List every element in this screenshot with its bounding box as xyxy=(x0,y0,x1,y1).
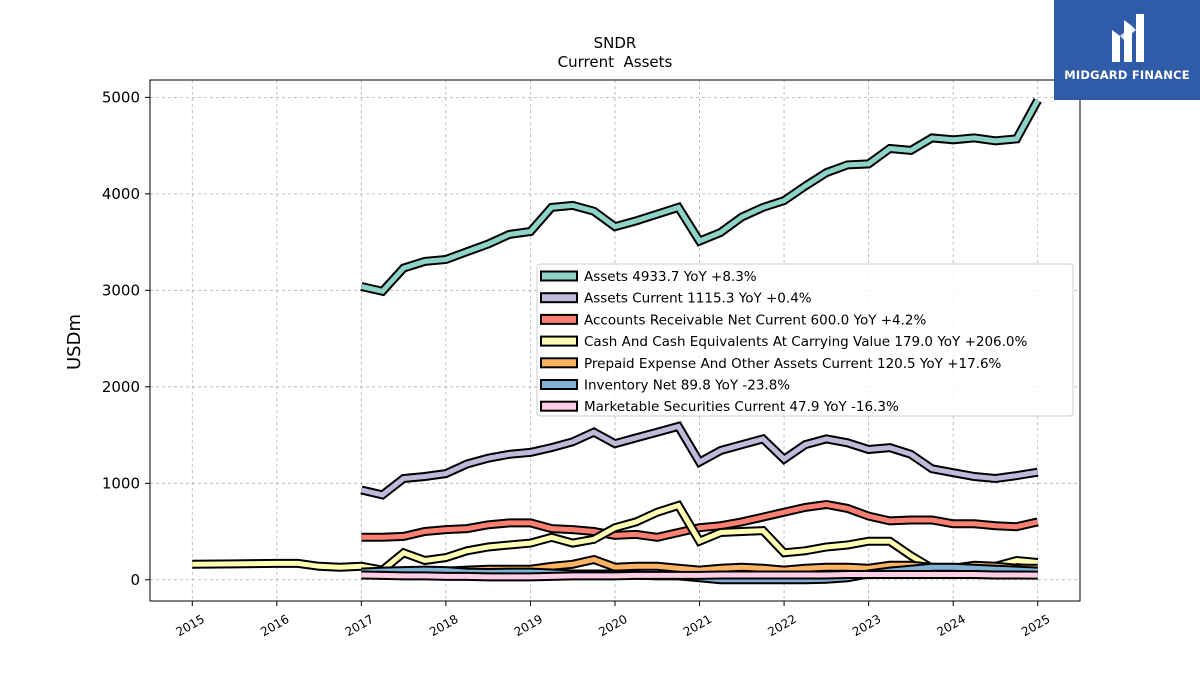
series-line xyxy=(361,501,1039,540)
brand-logo: MIDGARD FINANCE xyxy=(1054,0,1200,100)
series-accounts-receivable-net-current xyxy=(361,499,1039,542)
x-tick-label: 2017 xyxy=(343,612,376,639)
legend-swatch xyxy=(540,379,578,390)
series-lines xyxy=(192,98,1042,585)
legend-entry: Cash And Cash Equivalents At Carrying Va… xyxy=(540,334,1028,350)
x-tick-label: 2025 xyxy=(1019,612,1052,639)
series-line xyxy=(360,423,1039,498)
series-line xyxy=(360,99,1040,295)
x-tick-label: 2021 xyxy=(681,612,714,639)
chart-title: SNDR xyxy=(594,34,637,52)
x-tick-label: 2024 xyxy=(934,612,967,639)
series-assets xyxy=(360,98,1042,297)
y-tick-label: 5000 xyxy=(102,88,140,106)
x-tick-label: 2016 xyxy=(258,612,291,639)
y-tick-label: 0 xyxy=(130,571,140,589)
legend-entry: Assets Current 1115.3 YoY +0.4% xyxy=(540,291,812,307)
x-tick-label: 2018 xyxy=(427,612,460,639)
chart-subtitle: Current Assets xyxy=(558,53,673,71)
legend-box xyxy=(536,263,1074,417)
x-tick-label: 2015 xyxy=(174,612,207,639)
legend-label: Prepaid Expense And Other Assets Current… xyxy=(584,356,1002,372)
legend-label: Assets 4933.7 YoY +8.3% xyxy=(584,269,757,285)
legend-swatch xyxy=(540,335,578,347)
brand-name: MIDGARD FINANCE xyxy=(1064,68,1190,82)
legend-entry: Prepaid Expense And Other Assets Current… xyxy=(540,356,1002,372)
legend-swatch xyxy=(540,270,578,282)
series-assets-current xyxy=(360,421,1039,500)
legend-label: Inventory Net 89.8 YoY -23.8% xyxy=(584,378,790,394)
y-tick-label: 4000 xyxy=(102,185,140,203)
mf-monogram-icon xyxy=(1112,14,1144,62)
y-tick-label: 3000 xyxy=(102,281,140,299)
series-line xyxy=(361,572,1038,580)
x-tick-label: 2019 xyxy=(512,612,545,639)
legend-label: Assets Current 1115.3 YoY +0.4% xyxy=(584,291,812,307)
legend-swatch xyxy=(540,313,578,325)
legend-label: Marketable Securities Current 47.9 YoY -… xyxy=(584,399,899,415)
y-tick-label: 1000 xyxy=(102,474,140,492)
y-axis-label: USDm xyxy=(64,314,85,370)
x-tick-label: 2020 xyxy=(596,612,629,639)
legend-entry: Accounts Receivable Net Current 600.0 Yo… xyxy=(540,312,927,328)
legend: Assets 4933.7 YoY +8.3% Assets Current 11… xyxy=(536,263,1074,417)
x-tick-label: 2023 xyxy=(850,612,883,639)
x-tick-label: 2022 xyxy=(765,612,798,639)
legend-swatch xyxy=(540,400,578,412)
legend-entry: Marketable Securities Current 47.9 YoY -… xyxy=(540,399,899,415)
legend-label: Cash And Cash Equivalents At Carrying Va… xyxy=(584,334,1028,350)
series-marketable-securities-current xyxy=(361,570,1038,582)
legend-swatch xyxy=(540,357,578,369)
legend-entry: Assets 4933.7 YoY +8.3% xyxy=(540,269,757,285)
legend-label: Accounts Receivable Net Current 600.0 Yo… xyxy=(584,312,927,328)
y-tick-label: 2000 xyxy=(102,378,140,396)
legend-entry: Inventory Net 89.8 YoY -23.8% xyxy=(540,378,790,394)
legend-swatch xyxy=(540,292,578,304)
